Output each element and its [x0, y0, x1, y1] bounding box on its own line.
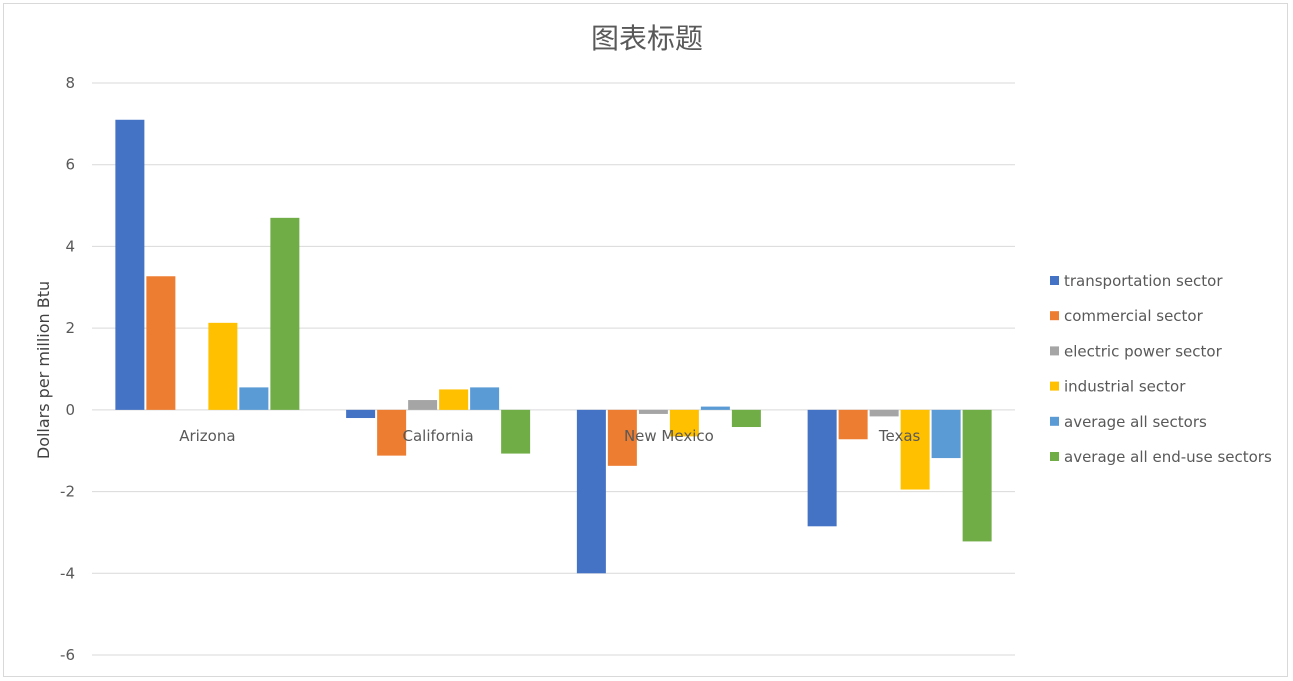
- bar: [408, 400, 438, 410]
- legend-label: average all end-use sectors: [1064, 448, 1272, 466]
- bar: [146, 276, 176, 410]
- y-tick-label: 2: [65, 319, 75, 337]
- category-label: California: [403, 427, 474, 445]
- legend-swatch: [1050, 416, 1059, 426]
- bar: [270, 217, 300, 410]
- bar: [439, 389, 469, 410]
- bars: [115, 119, 992, 574]
- category-labels: Arizona California New Mexico Texas: [179, 427, 920, 445]
- y-axis-ticks: 8 6 4 2 0 -2 -4 -6: [60, 74, 75, 664]
- bar: [700, 406, 730, 410]
- category-label: New Mexico: [624, 427, 714, 445]
- bar: [470, 387, 500, 410]
- bar: [115, 119, 145, 410]
- bar: [869, 409, 899, 417]
- bar: [962, 409, 992, 542]
- y-tick-label: 0: [65, 401, 75, 419]
- bar: [377, 409, 407, 456]
- legend-swatch: [1050, 276, 1059, 285]
- bar: [669, 409, 699, 437]
- category-label: Texas: [878, 427, 921, 445]
- category-label: Arizona: [179, 427, 235, 445]
- y-axis-title: Dollars per million Btu: [34, 281, 53, 459]
- bar: [346, 409, 376, 419]
- legend-label: transportation sector: [1064, 272, 1223, 290]
- bar: [208, 322, 238, 410]
- y-tick-label: -2: [60, 483, 75, 501]
- bar: [576, 409, 606, 574]
- bar: [900, 409, 930, 490]
- legend-label: industrial sector: [1064, 378, 1186, 396]
- bar: [239, 387, 269, 410]
- legend-swatch: [1050, 311, 1059, 321]
- legend-swatch: [1050, 346, 1059, 356]
- y-tick-label: 8: [65, 74, 75, 92]
- legend-swatch: [1050, 452, 1059, 461]
- legend-label: average all sectors: [1064, 413, 1207, 431]
- y-tick-label: 6: [65, 156, 75, 174]
- bar: [838, 409, 868, 440]
- bar: [607, 409, 637, 466]
- bar: [807, 409, 837, 527]
- y-tick-label: -6: [60, 646, 75, 664]
- bar: [731, 409, 761, 428]
- bar: [931, 409, 961, 459]
- bar: [638, 409, 668, 414]
- y-tick-label: 4: [65, 237, 75, 255]
- legend-label: commercial sector: [1064, 307, 1204, 325]
- bar: [501, 409, 531, 454]
- y-tick-label: -4: [60, 564, 75, 582]
- legend-swatch: [1050, 381, 1059, 391]
- chart-title: 图表标题: [591, 22, 703, 55]
- legend-label: electric power sector: [1064, 342, 1223, 360]
- legend: transportation sector commercial sector el…: [1050, 272, 1272, 466]
